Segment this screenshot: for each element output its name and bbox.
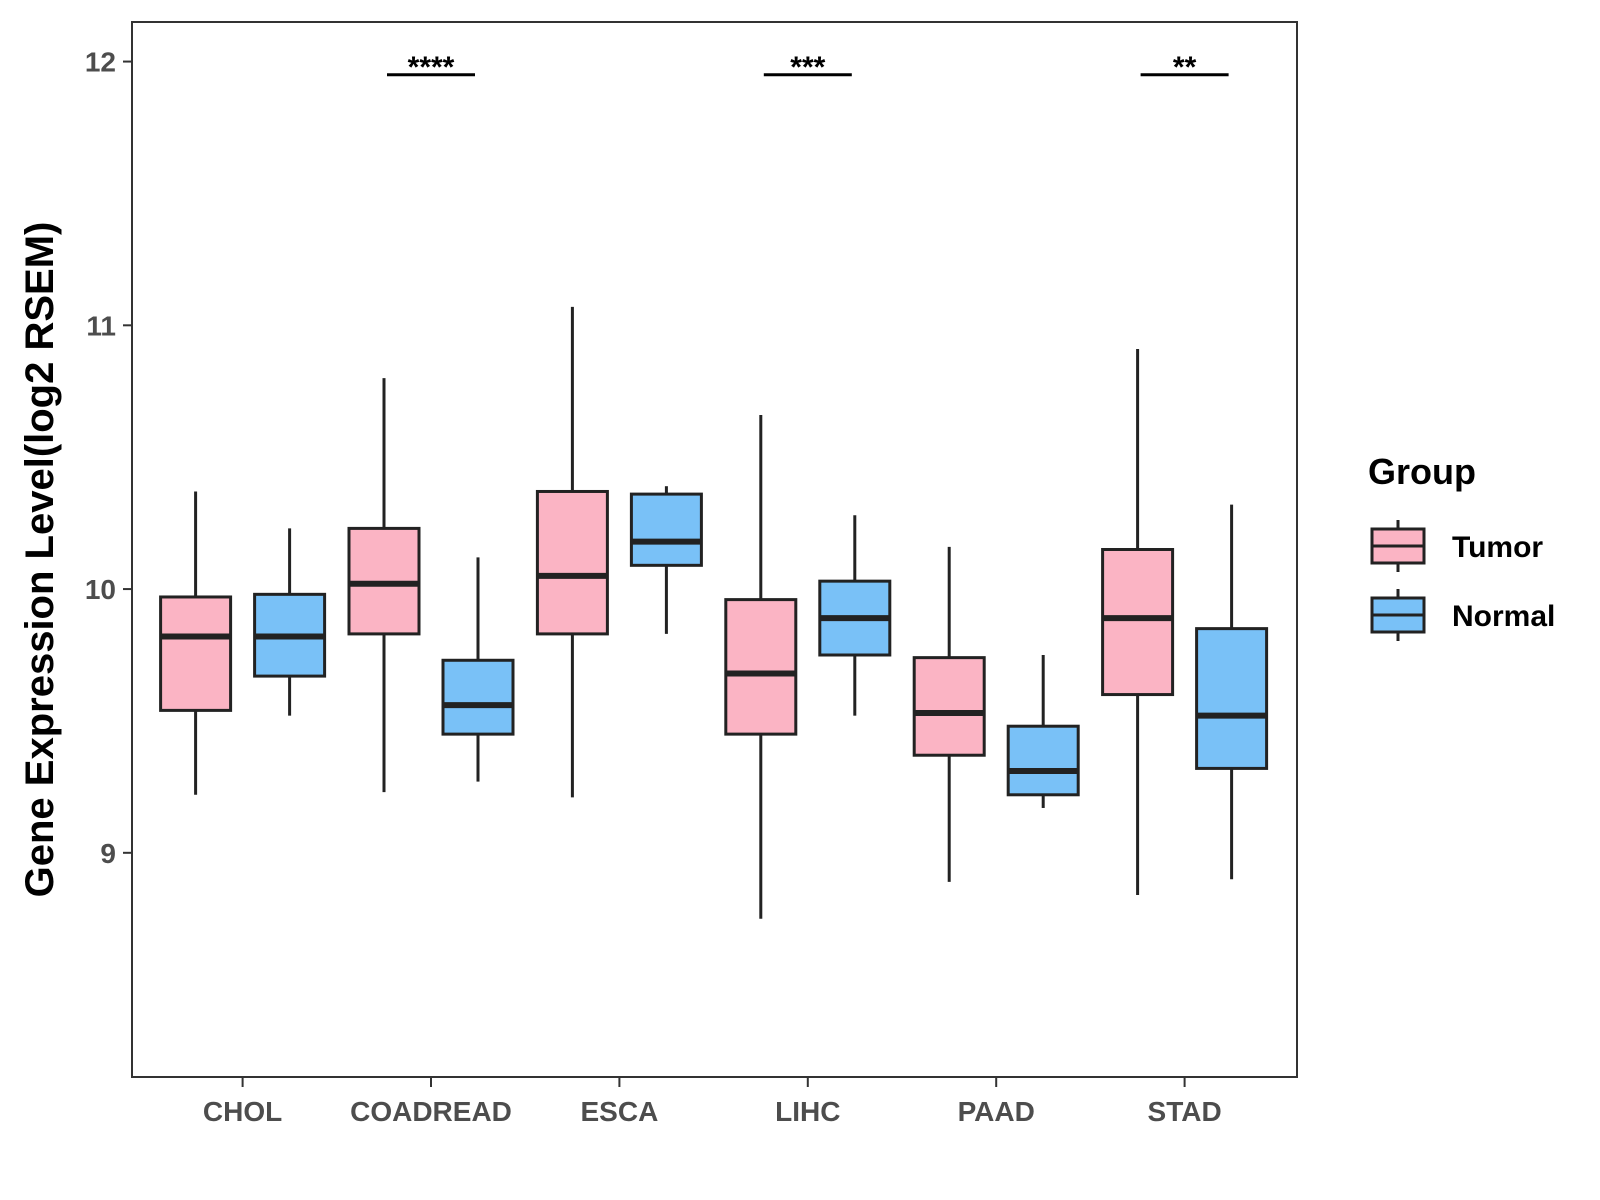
x-tick-label: LIHC bbox=[775, 1096, 840, 1127]
legend-title: Group bbox=[1368, 451, 1476, 492]
legend-label-normal: Normal bbox=[1452, 600, 1555, 633]
x-tick-label: COADREAD bbox=[350, 1096, 512, 1127]
significance-label: *** bbox=[790, 51, 825, 84]
y-tick-label: 10 bbox=[85, 574, 116, 605]
box-tumor bbox=[912, 656, 986, 757]
x-tick-label: STAD bbox=[1148, 1096, 1222, 1127]
y-tick-label: 9 bbox=[100, 838, 116, 869]
box-normal bbox=[441, 658, 515, 736]
box-tumor bbox=[724, 598, 798, 736]
y-tick-label: 11 bbox=[86, 310, 116, 341]
box-tumor bbox=[159, 595, 233, 712]
significance-label: ** bbox=[1173, 51, 1197, 84]
x-tick-label: PAAD bbox=[958, 1096, 1035, 1127]
box-tumor bbox=[1101, 548, 1175, 697]
box-normal bbox=[1195, 627, 1269, 770]
box-normal bbox=[629, 492, 703, 567]
x-tick-label: ESCA bbox=[581, 1096, 659, 1127]
panel-border bbox=[131, 21, 1298, 1078]
y-tick-label: 12 bbox=[85, 47, 116, 78]
legend-label-tumor: Tumor bbox=[1452, 531, 1543, 564]
box-normal bbox=[1006, 724, 1080, 797]
y-axis-title: Gene Expression Level(log2 RSEM) bbox=[18, 222, 62, 898]
significance-label: **** bbox=[408, 51, 455, 84]
x-tick-label: CHOL bbox=[203, 1096, 282, 1127]
box-tumor bbox=[535, 489, 609, 636]
